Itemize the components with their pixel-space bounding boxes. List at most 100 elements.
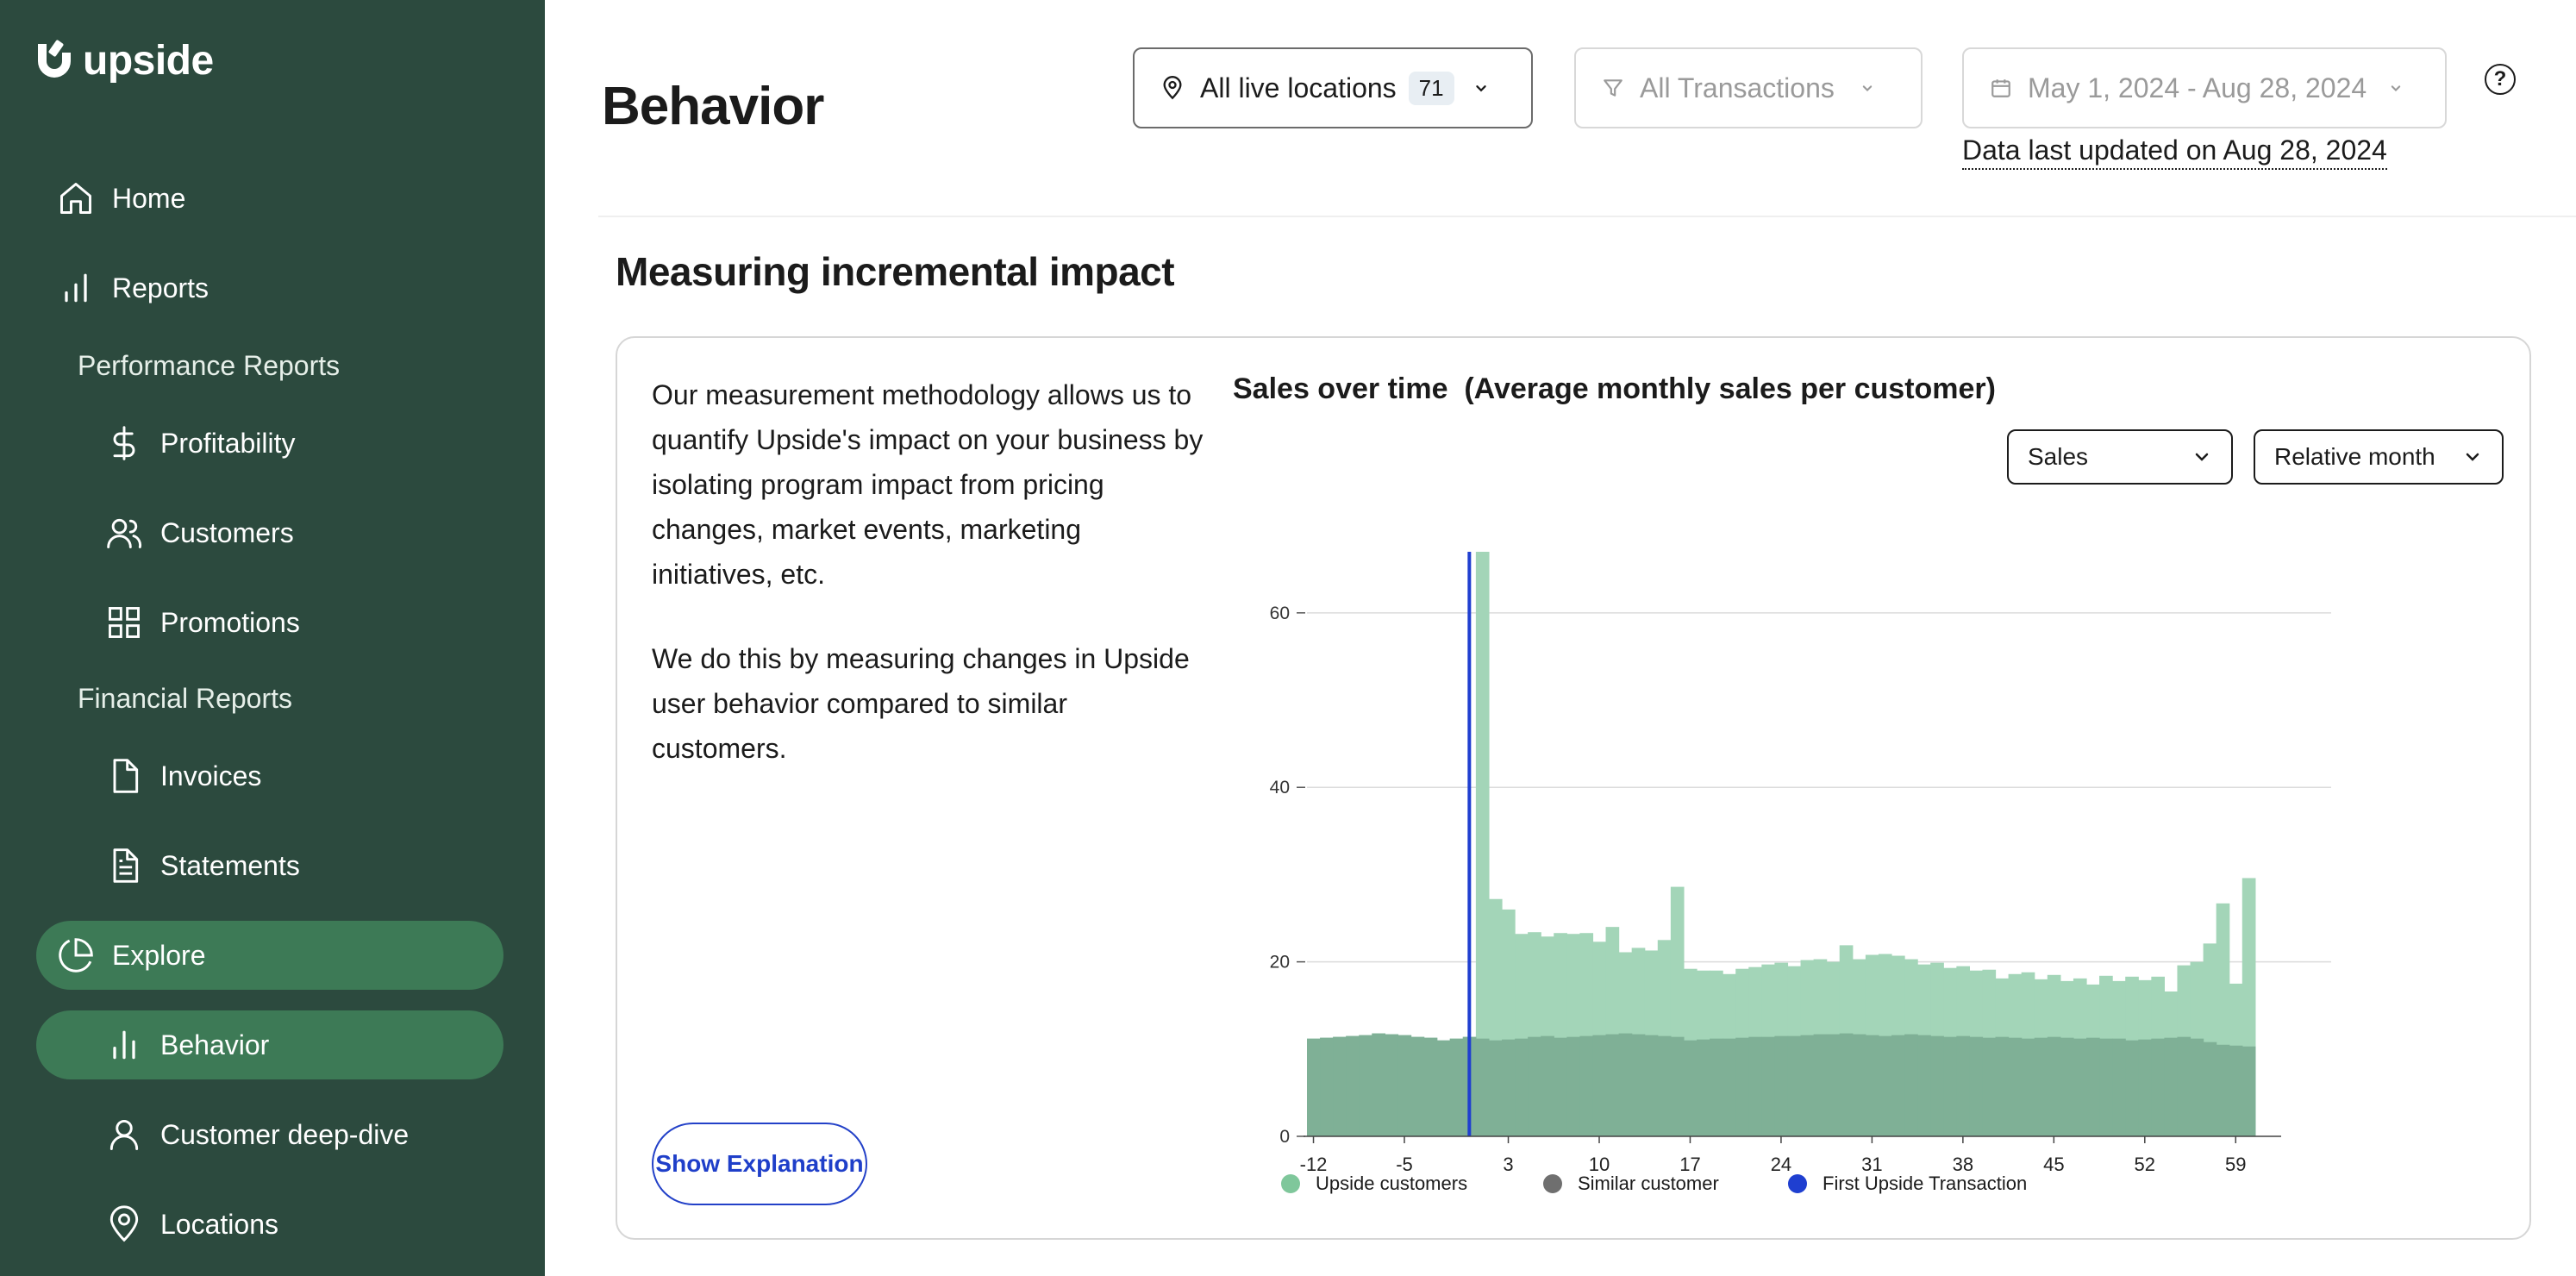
bar-similar [2190,1038,2204,1136]
nav-behavior[interactable]: Behavior [36,1010,503,1079]
brand-logo[interactable]: upside [34,34,214,86]
x-tick-label: 24 [1771,1154,1791,1175]
help-icon[interactable]: ? [2485,64,2516,95]
bar-similar [1670,1036,1685,1136]
bar-similar [1761,1036,1775,1136]
bar-similar [1813,1034,1828,1136]
nav-locations[interactable]: Locations [103,1190,278,1259]
bar-similar [1787,1035,1802,1136]
legend-upside[interactable]: Upside customers [1281,1173,1467,1195]
bar-chart-icon [103,1024,145,1066]
bar-similar [1449,1038,1464,1136]
map-pin-icon [103,1204,145,1245]
bar-similar [1865,1035,1879,1136]
nav-customer-deep-dive[interactable]: Customer deep-dive [103,1100,409,1169]
x-tick-label: 52 [2135,1154,2155,1175]
y-tick-label: 0 [1279,1127,1290,1147]
performance-reports-heading: Performance Reports [78,350,341,381]
bar-similar [2241,1046,2256,1136]
x-tick-label: 59 [2225,1154,2246,1175]
legend-swatch [1281,1174,1300,1193]
legend-first-transaction[interactable]: First Upside Transaction [1788,1173,2027,1195]
data-updated-text[interactable]: Data last updated on Aug 28, 2024 [1962,134,2387,170]
chevron-down-icon [2387,79,2404,97]
bar-similar [1346,1035,1360,1136]
grid-icon [103,602,145,643]
bar-upside [1475,552,1490,1136]
bar-similar [1592,1035,1607,1136]
impact-description: Our measurement methodology allows us to… [652,372,1204,810]
metric-select[interactable]: Sales [2007,429,2233,485]
bar-similar [1436,1040,1451,1136]
bar-similar [1605,1034,1620,1136]
bar-similar [1475,1038,1490,1136]
bar-similar [1683,1040,1698,1136]
legend-label: First Upside Transaction [1823,1173,2028,1194]
transactions-filter[interactable]: All Transactions [1574,47,1923,128]
bar-similar [1891,1035,1905,1136]
dollar-icon [103,422,145,464]
nav-statements[interactable]: Statements [103,831,300,900]
x-tick-label: 45 [2043,1154,2064,1175]
bar-similar [1579,1035,1594,1136]
bar-similar [2034,1037,2048,1136]
impact-card: Our measurement methodology allows us to… [616,336,2531,1240]
bar-similar [1333,1036,1347,1136]
bar-similar [2164,1037,2179,1136]
bar-similar [1878,1035,1892,1136]
nav-promotions-label: Promotions [160,606,300,638]
locations-filter-label: All live locations [1200,72,1397,103]
filter-icon [1602,77,1624,99]
bar-similar [1826,1034,1841,1136]
legend-swatch [1543,1174,1562,1193]
date-range-label: May 1, 2024 - Aug 28, 2024 [2028,72,2367,103]
nav-invoices[interactable]: Invoices [103,741,261,810]
bar-similar [2151,1038,2165,1136]
bar-similar [1644,1035,1659,1136]
bar-similar [2008,1037,2023,1136]
nav-profitability-label: Profitability [160,427,296,459]
bar-similar [1735,1037,1749,1136]
chevron-down-icon [1472,78,1491,97]
locations-filter[interactable]: All live locations 71 [1133,47,1533,128]
bar-similar [1410,1036,1425,1136]
y-tick-label: 40 [1270,778,1290,798]
bar-similar [2138,1039,2152,1136]
nav-home[interactable]: Home [55,164,185,233]
x-tick-label: 38 [1953,1154,1973,1175]
bar-similar [1320,1037,1334,1136]
show-explanation-button[interactable]: Show Explanation [652,1123,867,1205]
description-paragraph: Our measurement methodology allows us to… [652,379,1204,590]
nav-profitability[interactable]: Profitability [103,409,296,478]
bar-similar [2229,1045,2243,1136]
bar-similar [2112,1038,2126,1136]
bar-similar [1488,1040,1503,1136]
nav-explore[interactable]: Explore [36,921,503,990]
bar-similar [1657,1035,1672,1136]
nav-statements-label: Statements [160,849,300,881]
bar-similar [1800,1035,1815,1136]
nav-reports[interactable]: Reports [55,253,209,322]
nav-promotions[interactable]: Promotions [103,588,300,657]
bar-similar [2216,1044,2230,1136]
bar-similar [1956,1035,1970,1136]
page-title: Behavior [602,77,824,136]
chart-title: Sales over time (Average monthly sales p… [1233,372,1996,405]
bar-similar [1528,1036,1541,1136]
locations-count-badge: 71 [1408,71,1454,105]
chevron-down-icon [1859,79,1876,97]
sales-chart: 0 20 40 60 -12 -5 3 10 17 24 31 38 45 52 59 [1270,552,2331,1175]
bar-similar [2021,1038,2035,1136]
bar-similar [1969,1036,1984,1136]
period-select[interactable]: Relative month [2254,429,2504,485]
y-tick-label: 20 [1270,953,1290,973]
nav-customers[interactable]: Customers [103,498,294,567]
y-tick-label: 60 [1270,604,1290,623]
bar-similar [1359,1035,1372,1136]
legend-similar[interactable]: Similar customer [1543,1173,1719,1195]
bar-similar [1982,1037,1997,1136]
nav-locations-label: Locations [160,1208,278,1240]
section-title: Measuring incremental impact [616,249,1175,294]
chevron-down-icon [2191,447,2212,467]
date-range-filter[interactable]: May 1, 2024 - Aug 28, 2024 [1962,47,2447,128]
